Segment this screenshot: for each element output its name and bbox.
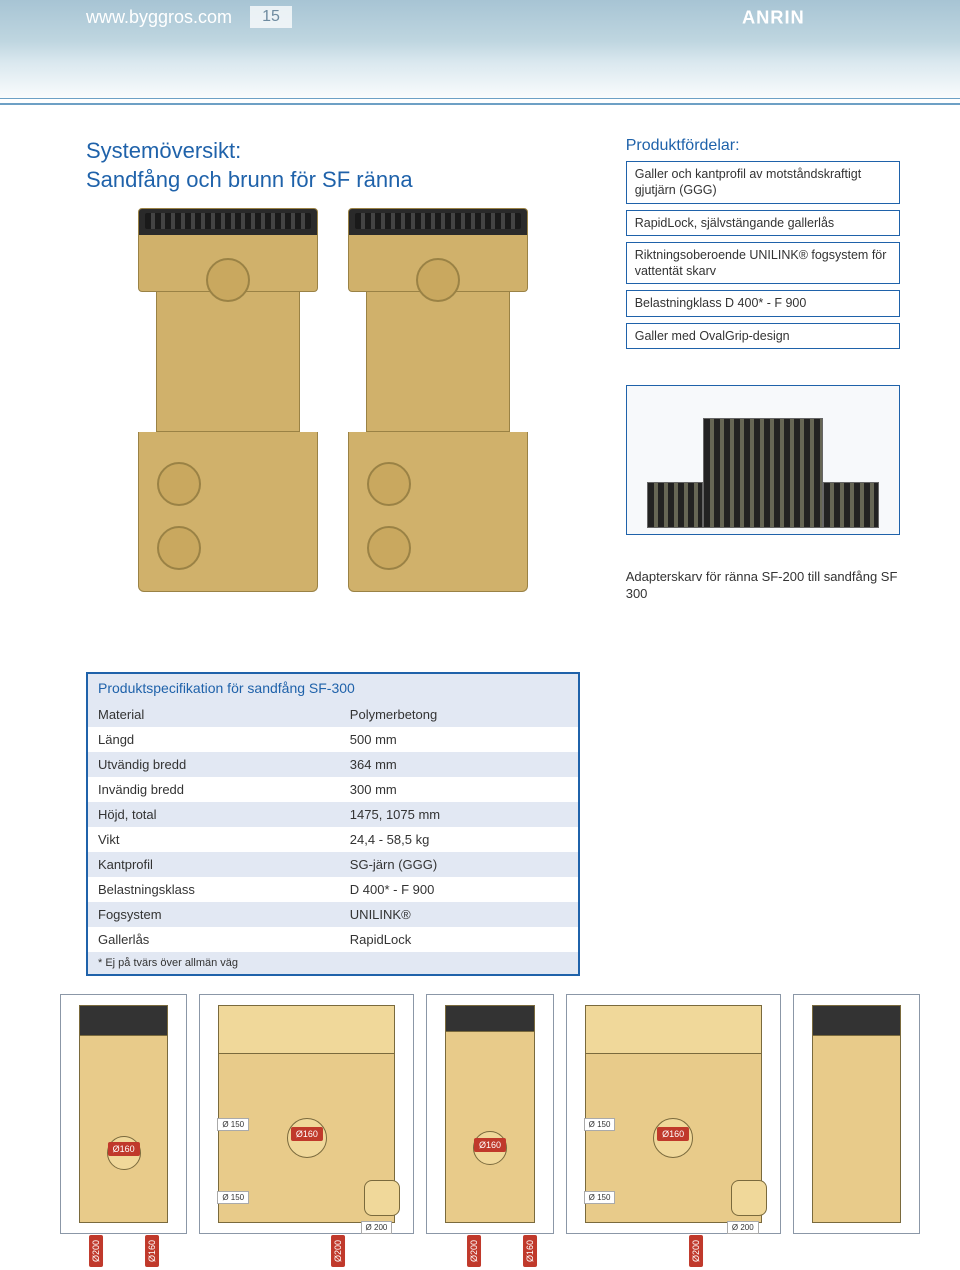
site-url: www.byggros.com — [86, 7, 232, 28]
label-d160r: Ø160 — [523, 1235, 537, 1267]
adapter-image — [626, 385, 900, 535]
spec-header: Produktspecifikation för sandfång SF-300 — [87, 673, 579, 702]
table-row: Utvändig bredd364 mm — [87, 752, 579, 777]
spec-footnote: * Ej på tvärs över allmän väg — [87, 952, 579, 975]
benefit-item: Galler med OvalGrip-design — [626, 323, 900, 349]
label-d200r: Ø200 — [689, 1235, 703, 1267]
label-d200r: Ø200 — [89, 1235, 103, 1267]
drawing-4: Ø 150 Ø160 Ø 150 Ø 200 — [566, 994, 781, 1234]
label-d160r: Ø160 — [145, 1235, 159, 1267]
sand-trap-tall — [138, 208, 318, 628]
table-row: Invändig bredd300 mm — [87, 777, 579, 802]
grate-left-icon — [647, 482, 703, 528]
table-row: MaterialPolymerbetong — [87, 702, 579, 727]
title-line1: Systemöversikt: — [86, 138, 241, 163]
drawing-2: Ø 150 Ø160 Ø 150 Ø 200 — [199, 994, 414, 1234]
table-row: BelastningsklassD 400* - F 900 — [87, 877, 579, 902]
title-line2: Sandfång och brunn för SF ränna — [86, 167, 413, 192]
grate-center-icon — [703, 418, 823, 528]
benefit-item: RapidLock, självstängande gallerlås — [626, 210, 900, 236]
svg-text:ANRIN: ANRIN — [742, 6, 805, 27]
drawing-5 — [793, 994, 920, 1234]
table-row: Höjd, total1475, 1075 mm — [87, 802, 579, 827]
table-row: Vikt24,4 - 58,5 kg — [87, 827, 579, 852]
label-d200r: Ø200 — [467, 1235, 481, 1267]
label-d200r: Ø200 — [331, 1235, 345, 1267]
technical-drawings: Ø160 Ø 150 Ø160 Ø 150 Ø 200 Ø160 Ø 150 Ø… — [60, 994, 920, 1234]
table-row: Längd500 mm — [87, 727, 579, 752]
product-render — [86, 208, 580, 648]
right-column: Produktfördelar: Galler och kantprofil a… — [626, 137, 900, 976]
table-row: FogsystemUNILINK® — [87, 902, 579, 927]
bottom-diameter-labels: Ø200 Ø160 Ø200 Ø200 Ø160 Ø200 — [80, 1244, 712, 1258]
brand-logo: ANRIN — [742, 6, 870, 28]
sand-trap-short — [348, 208, 528, 628]
drawing-1: Ø160 — [60, 994, 187, 1234]
table-row: KantprofilSG-järn (GGG) — [87, 852, 579, 877]
page-title: Systemöversikt: Sandfång och brunn för S… — [86, 137, 580, 194]
left-column: Systemöversikt: Sandfång och brunn för S… — [86, 137, 580, 976]
benefit-item: Belastningklass D 400* - F 900 — [626, 290, 900, 316]
adapter-caption: Adapterskarv för ränna SF-200 till sandf… — [626, 569, 900, 603]
benefits-heading: Produktfördelar: — [626, 137, 900, 155]
benefit-item: Galler och kantprofil av motståndskrafti… — [626, 161, 900, 204]
table-row: GallerlåsRapidLock — [87, 927, 579, 952]
header-band: www.byggros.com 15 ANRIN — [0, 0, 960, 105]
grate-right-icon — [823, 482, 879, 528]
spec-table: Produktspecifikation för sandfång SF-300… — [86, 672, 580, 976]
page-number: 15 — [250, 6, 292, 28]
benefit-item: Riktningsoberoende UNILINK® fogsystem fö… — [626, 242, 900, 285]
drawing-3: Ø160 — [426, 994, 553, 1234]
